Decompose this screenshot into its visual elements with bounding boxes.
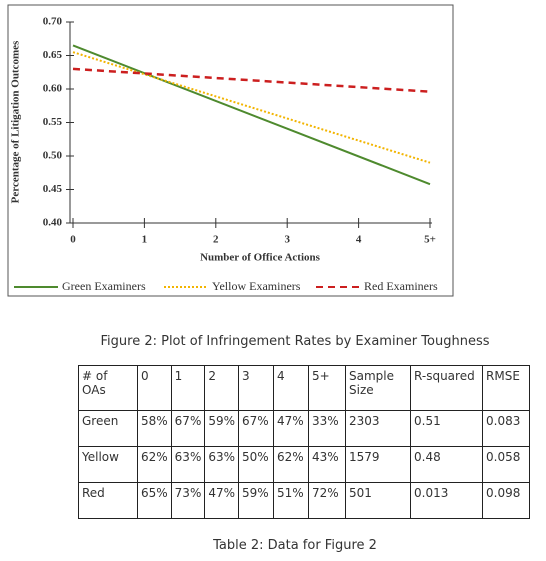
y-tick-label: 0.65 [43, 49, 63, 61]
series-line [72, 51, 431, 164]
table-row: # of OAs 0 1 2 3 4 5+ Sample Size R-squared RMSE [78, 365, 531, 411]
table-cell: Sample Size [345, 365, 412, 411]
table-cell: 0.083 [482, 410, 531, 447]
table-cell: 4 [273, 365, 310, 411]
y-tick-label: 0.70 [43, 16, 63, 28]
x-tick-label: 4 [356, 234, 362, 246]
chart: Number of Office Actions Percentage of L… [7, 4, 454, 297]
table-cell: 5+ [308, 365, 347, 411]
table-cell: 72% [308, 482, 347, 519]
table-cell: 62% [273, 446, 310, 483]
table-cell: 59% [238, 482, 275, 519]
table-cell: 2303 [345, 410, 412, 447]
table-cell: 3 [238, 365, 275, 411]
y-tick-label: 0.60 [43, 83, 63, 95]
x-tick-label: 3 [284, 234, 290, 246]
table-cell: Red [78, 482, 138, 519]
table-cell: 47% [273, 410, 310, 447]
table-cell: 51% [273, 482, 310, 519]
table-cell: 67% [238, 410, 275, 447]
table-caption: Table 2: Data for Figure 2 [213, 538, 377, 553]
legend-label: Red Examiners [364, 279, 438, 293]
table-cell: 47% [204, 482, 240, 519]
table-cell: 62% [137, 446, 172, 483]
table-cell: 59% [204, 410, 240, 447]
table-cell: 43% [308, 446, 347, 483]
x-axis-label: Number of Office Actions [200, 252, 321, 264]
table-cell: 33% [308, 410, 347, 447]
table-cell: 0.013 [410, 482, 484, 519]
legend-label: Yellow Examiners [212, 279, 301, 293]
x-tick-label: 2 [213, 234, 219, 246]
table-cell: 0.48 [410, 446, 484, 483]
table-cell: 63% [204, 446, 240, 483]
table-cell: 1 [170, 365, 206, 411]
table-cell: 1579 [345, 446, 412, 483]
table-row: Red 65% 73% 47% 59% 51% 72% 501 0.013 0.098 [78, 482, 531, 519]
table-cell: 58% [137, 410, 172, 447]
y-tick-label: 0.55 [43, 116, 63, 128]
y-tick-label: 0.40 [43, 217, 63, 229]
figure-caption: Figure 2: Plot of Infringement Rates by … [100, 334, 490, 349]
y-tick-label: 0.45 [43, 183, 63, 195]
y-tick-label: 0.50 [43, 150, 63, 162]
table-cell: R-squared [410, 365, 484, 411]
table-cell: Yellow [78, 446, 138, 483]
x-tick-label: 0 [70, 234, 76, 246]
series-line [72, 44, 431, 186]
table-cell: 67% [170, 410, 206, 447]
x-tick-label: 5+ [424, 234, 436, 246]
table-cell: 501 [345, 482, 412, 519]
table-cell: 0.058 [482, 446, 531, 483]
series-line [72, 67, 431, 93]
table-cell: 65% [137, 482, 172, 519]
table-cell: Green [78, 410, 138, 447]
table-cell: 0.098 [482, 482, 531, 519]
y-axis-label: Percentage of Litigation Outcomes [10, 40, 22, 203]
data-table: # of OAs 0 1 2 3 4 5+ Sample Size R-squared RMSE G… [78, 365, 531, 519]
table-cell: # of OAs [78, 365, 138, 411]
table-cell: 2 [204, 365, 240, 411]
legend-label: Green Examiners [62, 279, 146, 293]
table-cell: 50% [238, 446, 275, 483]
table-cell: 63% [170, 446, 206, 483]
table-row: Green 58% 67% 59% 67% 47% 33% 2303 0.51 0.083 [78, 410, 531, 447]
table-row: Yellow 62% 63% 63% 50% 62% 43% 1579 0.48 0.058 [78, 446, 531, 483]
table-cell: RMSE [482, 365, 531, 411]
table-cell: 73% [170, 482, 206, 519]
table-cell: 0 [137, 365, 172, 411]
chart-frame [7, 4, 454, 297]
table-cell: 0.51 [410, 410, 484, 447]
x-tick-label: 1 [142, 234, 148, 246]
